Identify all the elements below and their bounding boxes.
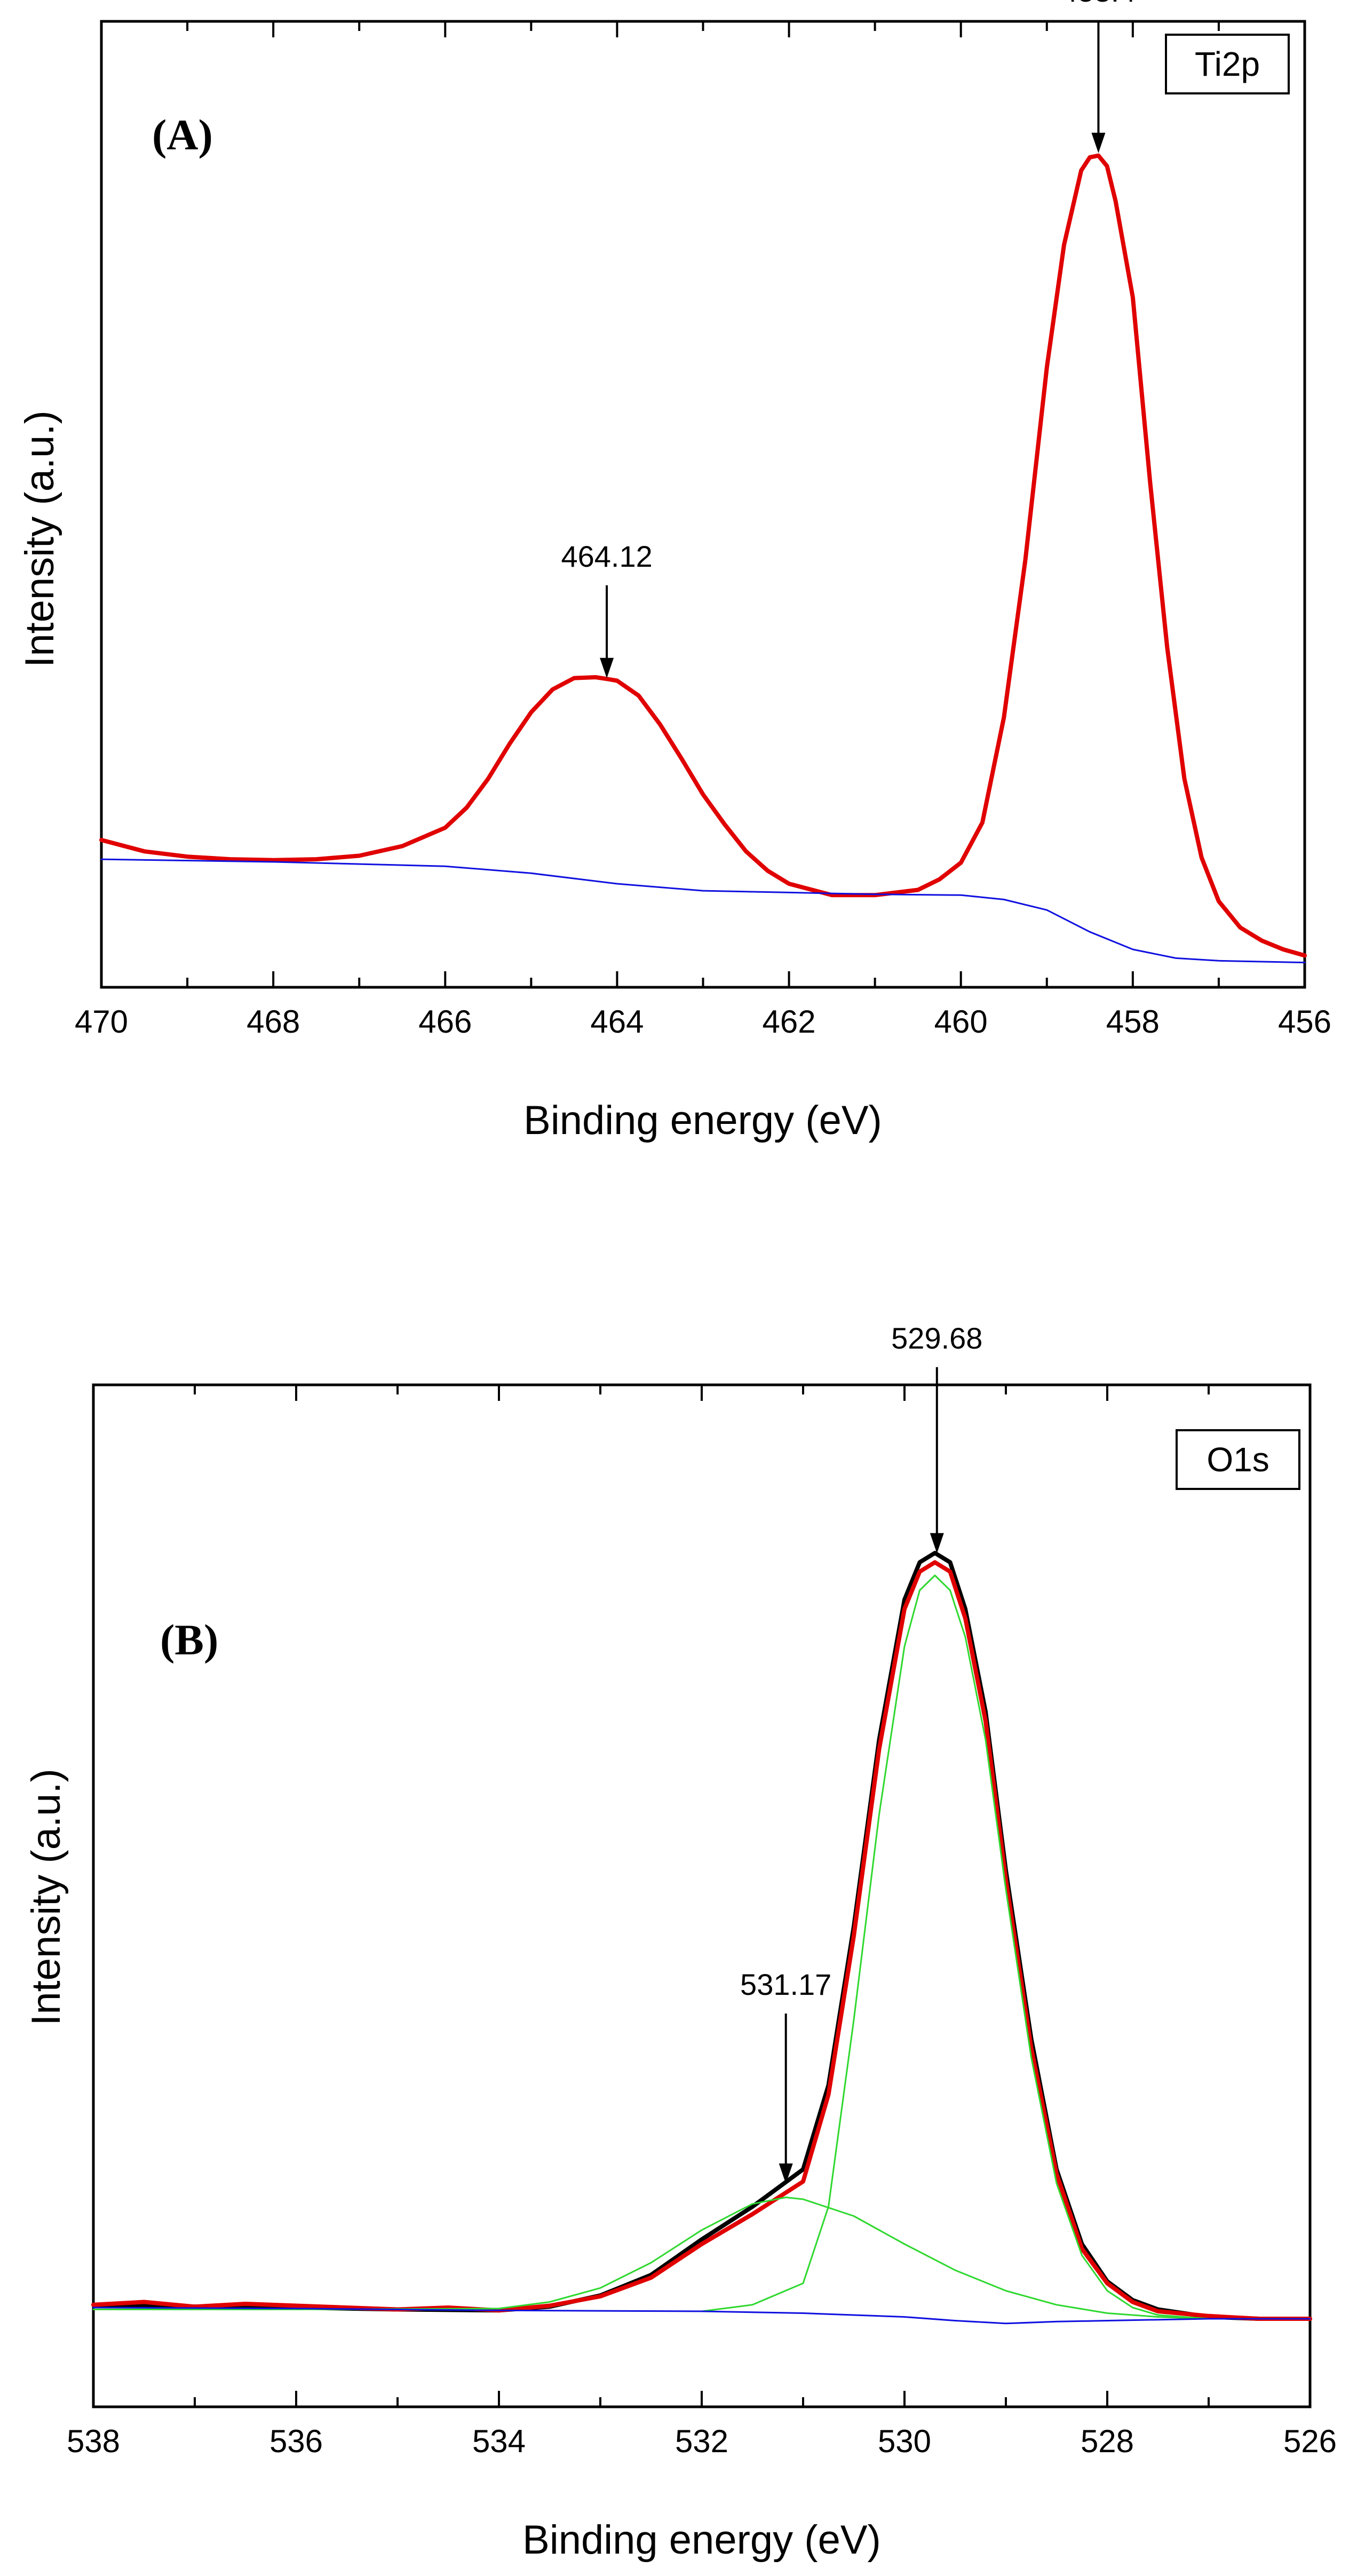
panel-b-series-line-2 [701,1574,1311,2320]
panel-a: 470 468 466 464 462 460 458 456 464.12 458.4 (A)… [17,0,1331,1143]
panel-b-annotation-arrow-head [779,2163,793,2184]
panel-a-x-tick-label: 464 [590,1004,644,1040]
panel-a-x-tick-label: 466 [418,1004,472,1040]
panel-b-x-tick-label: 530 [878,2423,931,2459]
panel-a-x-tick-label: 460 [934,1004,988,1040]
panel-a-plot-frame [100,20,1306,989]
panel-b-x-tick-label: 526 [1283,2423,1337,2459]
panel-b-x-tick-label: 534 [472,2423,526,2459]
panel-b-x-tick-label: 528 [1081,2423,1134,2459]
panel-a-x-tick-label: 458 [1106,1004,1160,1040]
panel-b-annotation-arrow-head [930,1533,944,1553]
panel-a-series-line-1 [100,858,1306,964]
panel-b: 538 536 534 532 530 528 526 529.68 531.17 (B) O… [23,1321,1337,2563]
panel-b-x-axis-title: Binding energy (eV) [522,2517,881,2563]
panel-b-series-line-1 [91,1560,1312,2321]
panel-a-tag: Ti2p [1195,45,1260,83]
panel-b-series-line-0 [91,1551,1312,2321]
panel-a-annotation-label: 458.4 [1061,0,1136,8]
panel-a-x-axis-title: Binding energy (eV) [523,1098,882,1143]
panel-a-ticks: 470 468 466 464 462 460 458 456 [75,21,1331,1040]
panel-b-series-line-3 [92,2197,1311,2320]
panel-b-tag-box [1176,1429,1300,1490]
panel-a-annotation-arrow-head [600,657,614,678]
panel-b-x-tick-label: 538 [67,2423,120,2459]
panel-a-tag-box [1165,34,1290,94]
panel-a-x-tick-label: 470 [75,1004,128,1040]
panel-a-label: (A) [152,110,213,159]
panel-b-annotation-label: 529.68 [891,1321,982,1355]
panel-a-annotation-arrow-head [1091,132,1106,153]
panel-b-annotations: 529.68 531.17 [740,1321,982,2184]
panel-a-x-tick-label: 468 [247,1004,300,1040]
panel-a-y-axis-title: Intensity (a.u.) [17,410,62,668]
panel-b-ticks: 538 536 534 532 530 528 526 [67,1385,1337,2459]
panel-a-x-tick-label: 462 [763,1004,816,1040]
panel-a-series-line-0 [99,153,1307,958]
panel-a-annotations: 464.12 458.4 [561,0,1136,678]
panel-b-plot-frame [92,1383,1312,2408]
panel-b-x-tick-label: 532 [675,2423,728,2459]
panel-b-y-axis-title: Intensity (a.u.) [23,1769,69,2026]
panel-b-x-tick-label: 536 [269,2423,323,2459]
panel-a-curves [99,153,1307,964]
panel-a-annotation-label: 464.12 [561,540,652,573]
panel-b-series-line-4 [92,2306,1311,2325]
panel-b-label: (B) [160,1615,218,1664]
panel-a-x-tick-label: 456 [1278,1004,1331,1040]
panel-b-tag: O1s [1207,1440,1269,1479]
panel-b-curves [91,1551,1312,2325]
panel-b-annotation-label: 531.17 [740,1968,831,2001]
